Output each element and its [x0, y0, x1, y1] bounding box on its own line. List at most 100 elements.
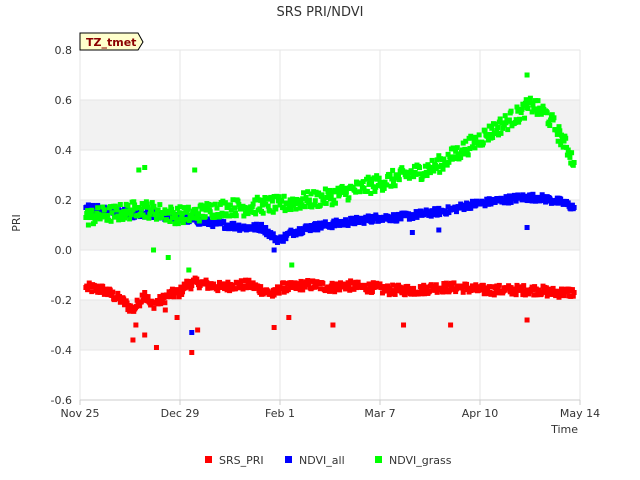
- data-point: [319, 192, 325, 198]
- data-point: [184, 209, 190, 215]
- data-point: [424, 173, 430, 179]
- data-point: [352, 221, 358, 227]
- data-point: [351, 286, 357, 292]
- data-point: [393, 283, 399, 289]
- data-point: [431, 168, 437, 174]
- data-point: [140, 297, 146, 303]
- data-point: [244, 226, 250, 232]
- data-point: [463, 138, 469, 144]
- data-point: [210, 224, 216, 230]
- data-point: [453, 289, 459, 295]
- data-point: [522, 292, 528, 298]
- data-point-outlier: [401, 322, 407, 328]
- data-point: [297, 287, 303, 293]
- data-point: [312, 221, 318, 227]
- data-point: [473, 202, 479, 208]
- data-point: [548, 117, 554, 123]
- legend-item-NDVI_grass[interactable]: NDVI_grass: [375, 454, 452, 467]
- data-point: [366, 181, 372, 187]
- y-tick-label: 0.6: [55, 94, 73, 107]
- data-point: [300, 287, 306, 293]
- data-point: [87, 215, 93, 221]
- data-point: [327, 187, 333, 193]
- data-point: [236, 222, 242, 228]
- data-point: [213, 221, 219, 227]
- data-point: [411, 174, 417, 180]
- data-point: [446, 210, 452, 216]
- data-point: [402, 292, 408, 298]
- data-point-outlier: [192, 167, 198, 173]
- legend[interactable]: SRS_PRI NDVI_all NDVI_grass: [205, 454, 452, 467]
- data-point: [157, 294, 163, 300]
- data-point: [392, 183, 398, 189]
- data-point: [570, 162, 576, 168]
- data-point: [219, 284, 225, 290]
- data-point: [515, 287, 521, 293]
- data-point: [269, 235, 275, 241]
- data-point: [557, 128, 563, 134]
- data-point: [494, 283, 500, 289]
- data-point: [246, 209, 252, 215]
- data-point: [143, 204, 149, 210]
- data-point: [166, 208, 172, 214]
- data-point: [365, 213, 371, 219]
- data-point: [556, 294, 562, 300]
- data-point: [237, 285, 243, 291]
- data-point: [257, 206, 263, 212]
- data-point: [556, 124, 562, 130]
- data-point: [566, 150, 572, 156]
- data-point: [153, 211, 159, 217]
- data-point: [171, 294, 177, 300]
- data-point: [211, 281, 217, 287]
- data-point: [101, 291, 107, 297]
- plot-band: [80, 50, 580, 100]
- data-point: [246, 277, 252, 283]
- data-point: [227, 213, 233, 219]
- data-point: [515, 108, 521, 114]
- data-point: [558, 196, 564, 202]
- data-point: [413, 171, 419, 177]
- legend-item-NDVI_all[interactable]: NDVI_all: [285, 454, 345, 467]
- data-point: [302, 204, 308, 210]
- data-point-outlier: [153, 345, 159, 350]
- data-point: [399, 165, 405, 171]
- data-point: [85, 222, 91, 228]
- data-point: [85, 208, 91, 214]
- data-point: [534, 292, 540, 298]
- data-point: [370, 184, 376, 190]
- data-point: [89, 289, 95, 295]
- data-point: [419, 291, 425, 297]
- legend-item-SRS_PRI[interactable]: SRS_PRI: [205, 454, 264, 467]
- data-point: [346, 195, 352, 201]
- data-point: [343, 286, 349, 292]
- data-point: [458, 155, 464, 161]
- data-point: [291, 198, 297, 204]
- data-point: [530, 191, 536, 197]
- data-point: [115, 290, 121, 296]
- data-point: [434, 289, 440, 295]
- data-point: [505, 127, 511, 133]
- data-point: [432, 162, 438, 168]
- data-point: [553, 293, 559, 299]
- data-point: [227, 288, 233, 294]
- data-point: [516, 119, 522, 125]
- data-point: [553, 127, 559, 133]
- y-tick-label: -0.4: [51, 344, 72, 357]
- data-point: [289, 200, 295, 205]
- data-point: [536, 195, 542, 200]
- data-point: [470, 199, 476, 205]
- data-point: [232, 286, 238, 292]
- data-point: [560, 144, 566, 150]
- data-point-outlier: [524, 317, 530, 323]
- data-point: [547, 123, 553, 129]
- data-point: [511, 192, 517, 198]
- data-point: [270, 231, 276, 237]
- data-point: [181, 205, 187, 211]
- data-point: [525, 106, 531, 112]
- data-point: [480, 140, 486, 146]
- data-point: [128, 212, 134, 218]
- plot-band: [80, 350, 580, 400]
- y-tick-label: 0.2: [55, 194, 73, 207]
- data-point: [530, 287, 536, 293]
- data-point: [416, 165, 422, 171]
